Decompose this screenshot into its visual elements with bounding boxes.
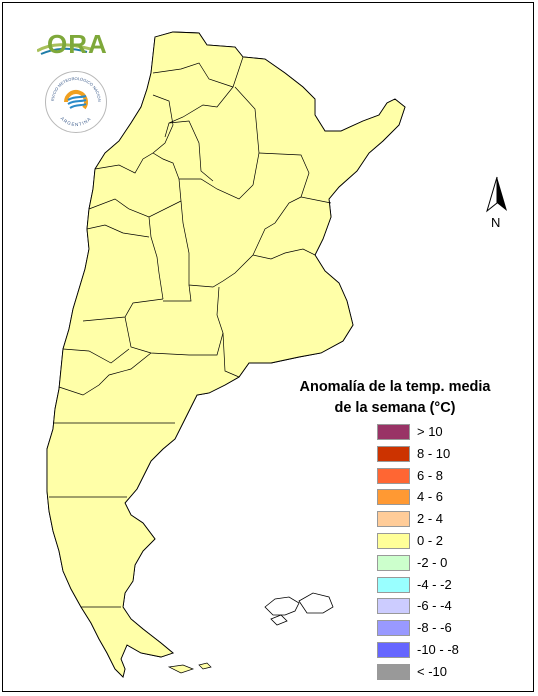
- argentina-map: [46, 31, 406, 678]
- legend-label: -6 - -4: [417, 598, 452, 614]
- legend-row: -2 - 0: [377, 553, 477, 575]
- legend-row: -6 - -4: [377, 596, 477, 618]
- ora-logo: ORA: [37, 29, 109, 61]
- legend-label: -2 - 0: [417, 554, 448, 570]
- svg-text:ARGENTINA: ARGENTINA: [60, 116, 93, 127]
- legend-row: -4 - -2: [377, 575, 477, 597]
- legend-swatch: [377, 489, 410, 506]
- legend-label: -8 - -6: [417, 620, 452, 636]
- legend-swatch: [377, 576, 410, 593]
- smn-logo: SERVICIO METEOROLOGICO NACIONAL ARGENTIN…: [45, 71, 107, 133]
- legend-row: 8 - 10: [377, 444, 477, 466]
- legend-title-line2: de la semana (°C): [334, 400, 456, 416]
- legend-label: 2 - 4: [417, 511, 444, 527]
- legend-row: 4 - 6: [377, 487, 477, 509]
- legend-label: -10 - -8: [417, 641, 459, 657]
- ora-logo-text: ORA: [47, 29, 108, 59]
- legend-row: < -10: [377, 662, 477, 684]
- legend-title-line1: Anomalía de la temp. media: [299, 379, 491, 395]
- legend-row: -10 - -8: [377, 640, 477, 662]
- tierra-del-fuego-islets: [167, 662, 212, 674]
- legend-swatch: [377, 467, 410, 484]
- legend-swatch: [377, 598, 410, 615]
- north-arrow: N: [483, 175, 511, 233]
- legend-swatch: [377, 445, 410, 462]
- legend-swatch: [377, 620, 410, 637]
- legend-swatch: [377, 554, 410, 571]
- legend-swatch: [377, 511, 410, 528]
- legend-title: Anomalía de la temp. media de la semana …: [291, 377, 499, 419]
- legend-swatch: [377, 532, 410, 549]
- legend-label: -4 - -2: [417, 576, 452, 592]
- legend-row: 0 - 2: [377, 531, 477, 553]
- legend-row: -8 - -6: [377, 618, 477, 640]
- legend-swatch: [377, 663, 410, 680]
- ora-swoosh-icon: [37, 43, 91, 55]
- legend-label: 6 - 8: [417, 467, 444, 483]
- province-borders: [49, 56, 332, 608]
- legend-row: > 10: [377, 422, 477, 444]
- smn-emblem-icon: SERVICIO METEOROLOGICO NACIONAL ARGENTIN…: [46, 72, 102, 127]
- north-label: N: [491, 215, 501, 230]
- legend-row: 6 - 8: [377, 466, 477, 488]
- legend-row: 2 - 4: [377, 509, 477, 531]
- north-arrow-icon: [486, 176, 507, 213]
- legend-label: 4 - 6: [417, 489, 444, 505]
- smn-country-text: ARGENTINA: [60, 116, 92, 127]
- legend-swatch: [377, 641, 410, 658]
- legend-label: 0 - 2: [417, 532, 444, 548]
- legend-label: > 10: [417, 424, 443, 439]
- legend-swatch: [377, 424, 410, 440]
- legend: > 10 8 - 10 6 - 8 4 - 6 2 - 4 0 - 2 -2 -…: [377, 422, 477, 684]
- legend-label: < -10: [417, 663, 447, 679]
- malvinas-islands: [264, 592, 334, 626]
- legend-label: 8 - 10: [417, 445, 451, 461]
